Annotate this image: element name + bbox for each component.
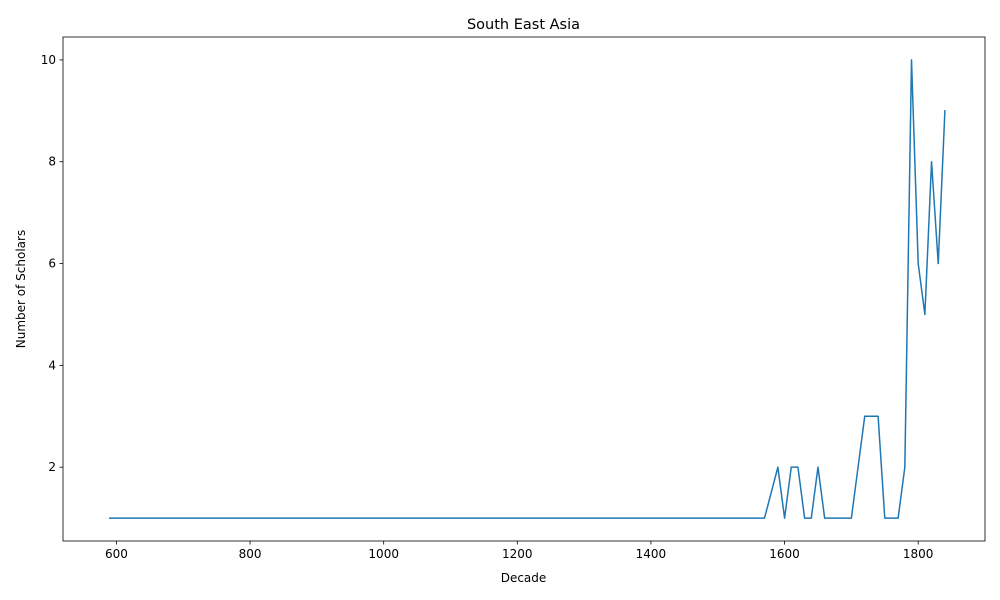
chart-title: South East Asia xyxy=(467,17,580,33)
y-tick-label: 4 xyxy=(48,358,56,372)
y-tick-label: 6 xyxy=(48,257,56,271)
x-tick-label: 1000 xyxy=(368,547,399,561)
axes-frame xyxy=(62,36,986,542)
x-tick-label: 1800 xyxy=(903,547,934,561)
y-tick-label: 8 xyxy=(48,155,56,169)
x-tick-label: 600 xyxy=(105,547,128,561)
axes: 600 800 1000 1200 1400 1600 1800 2 4 6 8 10 xyxy=(41,36,986,561)
y-tick-label: 2 xyxy=(48,460,56,474)
series-line-0 xyxy=(109,59,946,519)
x-tick-label: 1600 xyxy=(769,547,800,561)
x-tick-label: 800 xyxy=(239,547,262,561)
x-tick-label: 1200 xyxy=(502,547,533,561)
plot-area xyxy=(109,59,946,519)
x-tick-label: 1400 xyxy=(636,547,667,561)
x-axis-label: Decade xyxy=(501,571,547,585)
y-axis-label: Number of Scholars xyxy=(14,230,28,348)
y-tick-label: 10 xyxy=(41,53,56,67)
